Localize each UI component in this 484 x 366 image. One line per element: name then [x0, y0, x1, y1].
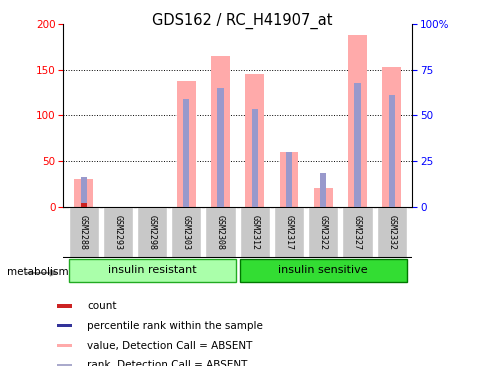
Text: GSM2317: GSM2317 — [284, 215, 293, 250]
Text: count: count — [87, 301, 116, 311]
Text: insulin resistant: insulin resistant — [107, 265, 196, 275]
Bar — [388, 95, 394, 207]
Bar — [286, 152, 291, 207]
Text: metabolism: metabolism — [7, 266, 69, 277]
Bar — [80, 177, 87, 207]
Text: GSM2298: GSM2298 — [147, 215, 156, 250]
Bar — [68, 259, 235, 283]
Text: GSM2303: GSM2303 — [182, 215, 190, 250]
Text: GSM2312: GSM2312 — [250, 215, 259, 250]
Text: GSM2332: GSM2332 — [386, 215, 395, 250]
Bar — [211, 56, 229, 207]
Text: GSM2293: GSM2293 — [113, 215, 122, 250]
Text: insulin sensitive: insulin sensitive — [278, 265, 367, 275]
Bar — [251, 109, 257, 207]
Bar — [245, 74, 264, 207]
Bar — [313, 188, 332, 207]
Bar — [205, 207, 235, 258]
Bar — [348, 35, 366, 207]
Bar — [57, 324, 72, 327]
Text: GDS162 / RC_H41907_at: GDS162 / RC_H41907_at — [152, 13, 332, 29]
Bar — [171, 207, 201, 258]
Text: value, Detection Call = ABSENT: value, Detection Call = ABSENT — [87, 340, 252, 351]
Bar — [136, 207, 167, 258]
Text: percentile rank within the sample: percentile rank within the sample — [87, 321, 262, 331]
Bar — [74, 179, 93, 207]
Bar — [68, 207, 98, 258]
Bar — [239, 207, 269, 258]
Bar — [183, 99, 189, 207]
Text: rank, Detection Call = ABSENT: rank, Detection Call = ABSENT — [87, 360, 247, 366]
Text: GSM2308: GSM2308 — [215, 215, 225, 250]
Bar — [217, 88, 223, 207]
Bar — [103, 207, 133, 258]
Text: GSM2327: GSM2327 — [352, 215, 361, 250]
Bar — [354, 83, 360, 207]
Bar — [279, 152, 298, 207]
Bar — [273, 207, 303, 258]
Bar — [342, 207, 372, 258]
Bar — [57, 344, 72, 347]
Bar — [376, 207, 406, 258]
Bar — [177, 81, 196, 207]
Bar — [381, 67, 400, 207]
Text: GSM2288: GSM2288 — [79, 215, 88, 250]
Bar — [80, 203, 87, 207]
Bar — [57, 364, 72, 366]
Bar — [239, 259, 406, 283]
Bar — [307, 207, 338, 258]
Bar — [319, 173, 326, 207]
Bar — [57, 305, 72, 307]
Text: GSM2322: GSM2322 — [318, 215, 327, 250]
